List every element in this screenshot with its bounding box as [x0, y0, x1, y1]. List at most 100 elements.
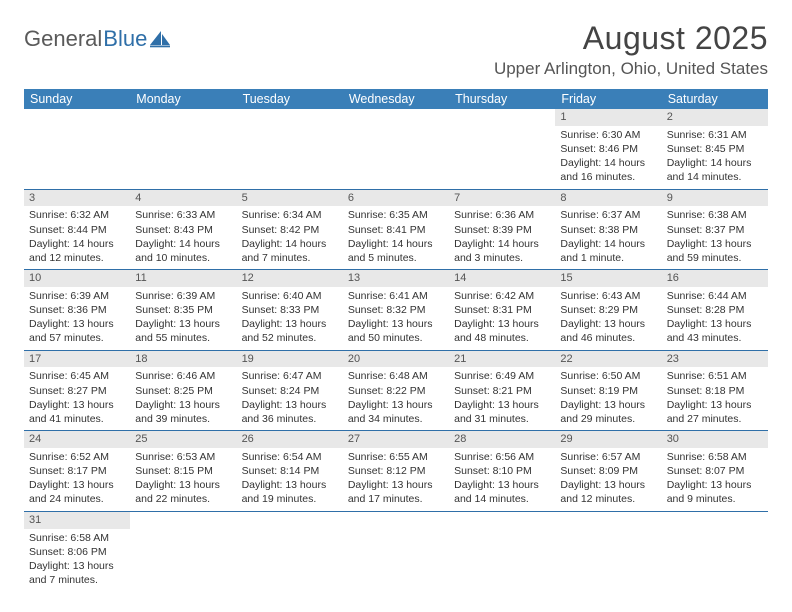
day-info-line: and 12 minutes. — [29, 251, 125, 265]
day-info-line: Sunset: 8:41 PM — [348, 223, 444, 237]
day-info-line: Daylight: 13 hours — [454, 317, 550, 331]
day-number: 6 — [343, 190, 449, 207]
day-info-line: and 12 minutes. — [560, 492, 656, 506]
day-info-line: Sunset: 8:06 PM — [29, 545, 125, 559]
day-body: Sunrise: 6:45 AMSunset: 8:27 PMDaylight:… — [24, 367, 130, 430]
day-body: Sunrise: 6:41 AMSunset: 8:32 PMDaylight:… — [343, 287, 449, 350]
calendar-body: 1Sunrise: 6:30 AMSunset: 8:46 PMDaylight… — [24, 109, 768, 591]
day-info-line: and 17 minutes. — [348, 492, 444, 506]
calendar-cell: 26Sunrise: 6:54 AMSunset: 8:14 PMDayligh… — [237, 431, 343, 512]
day-body: Sunrise: 6:51 AMSunset: 8:18 PMDaylight:… — [662, 367, 768, 430]
day-info-line: Sunset: 8:38 PM — [560, 223, 656, 237]
calendar-cell — [237, 511, 343, 591]
day-number: 24 — [24, 431, 130, 448]
calendar-week-row: 3Sunrise: 6:32 AMSunset: 8:44 PMDaylight… — [24, 189, 768, 270]
calendar-cell: 6Sunrise: 6:35 AMSunset: 8:41 PMDaylight… — [343, 189, 449, 270]
day-info-line: Sunrise: 6:44 AM — [667, 289, 763, 303]
day-number: 30 — [662, 431, 768, 448]
calendar-cell — [237, 109, 343, 189]
location: Upper Arlington, Ohio, United States — [494, 59, 768, 79]
day-number: 15 — [555, 270, 661, 287]
day-info-line: Sunset: 8:42 PM — [242, 223, 338, 237]
day-number: 7 — [449, 190, 555, 207]
calendar-week-row: 24Sunrise: 6:52 AMSunset: 8:17 PMDayligh… — [24, 431, 768, 512]
day-info-line: Daylight: 13 hours — [135, 317, 231, 331]
day-info-line: Sunrise: 6:53 AM — [135, 450, 231, 464]
day-info-line: Sunrise: 6:37 AM — [560, 208, 656, 222]
day-info-line: Sunset: 8:24 PM — [242, 384, 338, 398]
day-info-line: Sunrise: 6:54 AM — [242, 450, 338, 464]
day-info-line: Daylight: 14 hours — [242, 237, 338, 251]
calendar-cell: 22Sunrise: 6:50 AMSunset: 8:19 PMDayligh… — [555, 350, 661, 431]
day-info-line: and 5 minutes. — [348, 251, 444, 265]
day-info-line: Daylight: 13 hours — [29, 317, 125, 331]
day-info-line: Sunrise: 6:42 AM — [454, 289, 550, 303]
day-body: Sunrise: 6:37 AMSunset: 8:38 PMDaylight:… — [555, 206, 661, 269]
day-number: 23 — [662, 351, 768, 368]
day-number: 16 — [662, 270, 768, 287]
day-info-line: Sunset: 8:37 PM — [667, 223, 763, 237]
day-number: 26 — [237, 431, 343, 448]
day-number: 12 — [237, 270, 343, 287]
day-info-line: Daylight: 13 hours — [29, 398, 125, 412]
day-info-line: Sunset: 8:43 PM — [135, 223, 231, 237]
day-number: 27 — [343, 431, 449, 448]
day-number: 18 — [130, 351, 236, 368]
day-body: Sunrise: 6:47 AMSunset: 8:24 PMDaylight:… — [237, 367, 343, 430]
day-info-line: and 1 minute. — [560, 251, 656, 265]
day-number: 31 — [24, 512, 130, 529]
day-info-line: and 50 minutes. — [348, 331, 444, 345]
day-body: Sunrise: 6:57 AMSunset: 8:09 PMDaylight:… — [555, 448, 661, 511]
day-info-line: Sunrise: 6:46 AM — [135, 369, 231, 383]
day-number: 22 — [555, 351, 661, 368]
day-info-line: Daylight: 13 hours — [135, 478, 231, 492]
day-header: Saturday — [662, 89, 768, 109]
day-info-line: Daylight: 13 hours — [348, 478, 444, 492]
day-info-line: and 7 minutes. — [29, 573, 125, 587]
day-info-line: Sunset: 8:31 PM — [454, 303, 550, 317]
calendar-cell: 23Sunrise: 6:51 AMSunset: 8:18 PMDayligh… — [662, 350, 768, 431]
day-info-line: Sunrise: 6:57 AM — [560, 450, 656, 464]
day-info-line: Sunrise: 6:43 AM — [560, 289, 656, 303]
day-header: Wednesday — [343, 89, 449, 109]
day-header: Thursday — [449, 89, 555, 109]
day-info-line: Sunset: 8:28 PM — [667, 303, 763, 317]
day-info-line: Sunrise: 6:33 AM — [135, 208, 231, 222]
calendar-cell — [24, 109, 130, 189]
calendar-table: SundayMondayTuesdayWednesdayThursdayFrid… — [24, 89, 768, 591]
day-info-line: Sunset: 8:46 PM — [560, 142, 656, 156]
day-body: Sunrise: 6:48 AMSunset: 8:22 PMDaylight:… — [343, 367, 449, 430]
day-info-line: and 19 minutes. — [242, 492, 338, 506]
day-info-line: Sunrise: 6:41 AM — [348, 289, 444, 303]
day-info-line: Daylight: 13 hours — [348, 398, 444, 412]
day-number: 19 — [237, 351, 343, 368]
calendar-week-row: 1Sunrise: 6:30 AMSunset: 8:46 PMDaylight… — [24, 109, 768, 189]
calendar-cell — [130, 511, 236, 591]
day-info-line: Sunrise: 6:48 AM — [348, 369, 444, 383]
calendar-week-row: 31Sunrise: 6:58 AMSunset: 8:06 PMDayligh… — [24, 511, 768, 591]
day-info-line: Sunrise: 6:58 AM — [29, 531, 125, 545]
calendar-cell: 13Sunrise: 6:41 AMSunset: 8:32 PMDayligh… — [343, 270, 449, 351]
calendar-cell: 25Sunrise: 6:53 AMSunset: 8:15 PMDayligh… — [130, 431, 236, 512]
day-info-line: Sunset: 8:18 PM — [667, 384, 763, 398]
day-number: 29 — [555, 431, 661, 448]
day-number: 1 — [555, 109, 661, 126]
calendar-cell: 30Sunrise: 6:58 AMSunset: 8:07 PMDayligh… — [662, 431, 768, 512]
day-body: Sunrise: 6:53 AMSunset: 8:15 PMDaylight:… — [130, 448, 236, 511]
day-info-line: Sunset: 8:07 PM — [667, 464, 763, 478]
day-number: 8 — [555, 190, 661, 207]
calendar-cell: 3Sunrise: 6:32 AMSunset: 8:44 PMDaylight… — [24, 189, 130, 270]
day-info-line: Daylight: 13 hours — [454, 478, 550, 492]
day-info-line: Sunset: 8:33 PM — [242, 303, 338, 317]
day-info-line: Sunrise: 6:39 AM — [29, 289, 125, 303]
day-info-line: Daylight: 13 hours — [348, 317, 444, 331]
day-body: Sunrise: 6:39 AMSunset: 8:36 PMDaylight:… — [24, 287, 130, 350]
day-number: 9 — [662, 190, 768, 207]
day-info-line: Sunrise: 6:49 AM — [454, 369, 550, 383]
day-body: Sunrise: 6:38 AMSunset: 8:37 PMDaylight:… — [662, 206, 768, 269]
logo-text-2: Blue — [103, 26, 147, 52]
day-info-line: Sunrise: 6:31 AM — [667, 128, 763, 142]
day-info-line: Sunset: 8:29 PM — [560, 303, 656, 317]
day-body: Sunrise: 6:32 AMSunset: 8:44 PMDaylight:… — [24, 206, 130, 269]
calendar-cell: 14Sunrise: 6:42 AMSunset: 8:31 PMDayligh… — [449, 270, 555, 351]
